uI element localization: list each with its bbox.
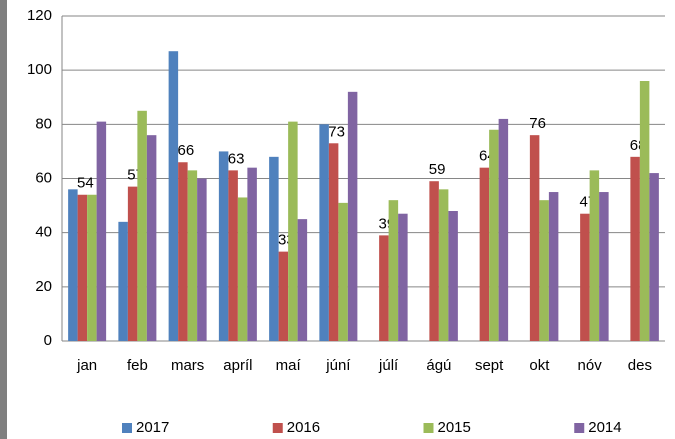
y-tick-label: 120 — [27, 7, 52, 24]
x-tick-label: jan — [76, 357, 97, 374]
bar — [429, 181, 439, 341]
x-tick-label: maí — [276, 357, 302, 374]
x-tick-label: nóv — [578, 357, 603, 374]
x-tick-label: júní — [325, 357, 351, 374]
bar — [118, 221, 128, 341]
bar — [237, 197, 248, 341]
x-tick-label: des — [628, 357, 652, 374]
bar — [479, 167, 490, 341]
frame-edge — [0, 0, 7, 439]
bar — [438, 189, 449, 341]
bar — [599, 192, 609, 341]
bar — [297, 219, 308, 341]
legend-swatch — [574, 423, 585, 433]
bar — [388, 200, 399, 341]
y-tick-label: 100 — [27, 61, 52, 78]
legend-label: 2014 — [588, 419, 621, 436]
bar — [168, 51, 179, 341]
data-label: 73 — [328, 123, 345, 140]
y-tick-label: 40 — [35, 224, 52, 241]
legend-swatch — [423, 423, 434, 433]
x-tick-label: feb — [127, 357, 148, 374]
bar — [77, 194, 88, 341]
bar — [639, 81, 650, 341]
bar — [580, 213, 590, 341]
y-tick-label: 60 — [35, 169, 52, 186]
bar — [247, 167, 257, 341]
bar — [137, 110, 147, 342]
bar — [87, 194, 97, 341]
legend-swatch — [122, 423, 132, 433]
bar — [448, 211, 458, 341]
bar — [127, 186, 138, 341]
y-tick-label: 20 — [35, 278, 52, 295]
y-tick-label: 0 — [44, 332, 52, 349]
bar — [589, 170, 600, 341]
y-tick-label: 80 — [35, 115, 52, 132]
bar — [379, 235, 389, 341]
bar — [338, 202, 348, 341]
bar — [278, 251, 289, 341]
bar — [146, 135, 157, 341]
x-tick-label: mars — [171, 357, 204, 374]
bar — [649, 173, 659, 341]
data-label: 63 — [228, 150, 245, 167]
x-tick-label: okt — [529, 357, 550, 374]
bar — [187, 170, 198, 341]
x-tick-label: apríl — [223, 357, 252, 374]
x-tick-label: ágú — [426, 357, 451, 374]
bar — [96, 121, 107, 341]
x-tick-label: júlí — [378, 357, 399, 374]
bar — [197, 178, 207, 341]
data-label: 59 — [429, 161, 446, 178]
legend-label: 2015 — [438, 419, 471, 436]
bar — [218, 151, 229, 341]
bar — [319, 124, 329, 341]
data-label: 76 — [529, 115, 546, 132]
bar — [548, 192, 559, 341]
data-label: 54 — [77, 175, 94, 192]
bar — [489, 129, 499, 341]
bar — [529, 135, 540, 341]
data-label: 66 — [178, 142, 195, 159]
bar — [539, 200, 549, 341]
bar — [178, 162, 188, 341]
bar — [68, 189, 78, 341]
bar — [328, 143, 339, 341]
bar — [347, 91, 358, 341]
bar — [630, 156, 640, 341]
bar — [228, 170, 238, 341]
bar — [398, 213, 408, 341]
x-tick-label: sept — [475, 357, 504, 374]
legend-swatch — [272, 423, 283, 433]
legend-label: 2016 — [287, 419, 320, 436]
bar — [269, 156, 279, 341]
legend-label: 2017 — [136, 419, 169, 436]
bar — [288, 121, 298, 341]
bar — [498, 118, 509, 342]
